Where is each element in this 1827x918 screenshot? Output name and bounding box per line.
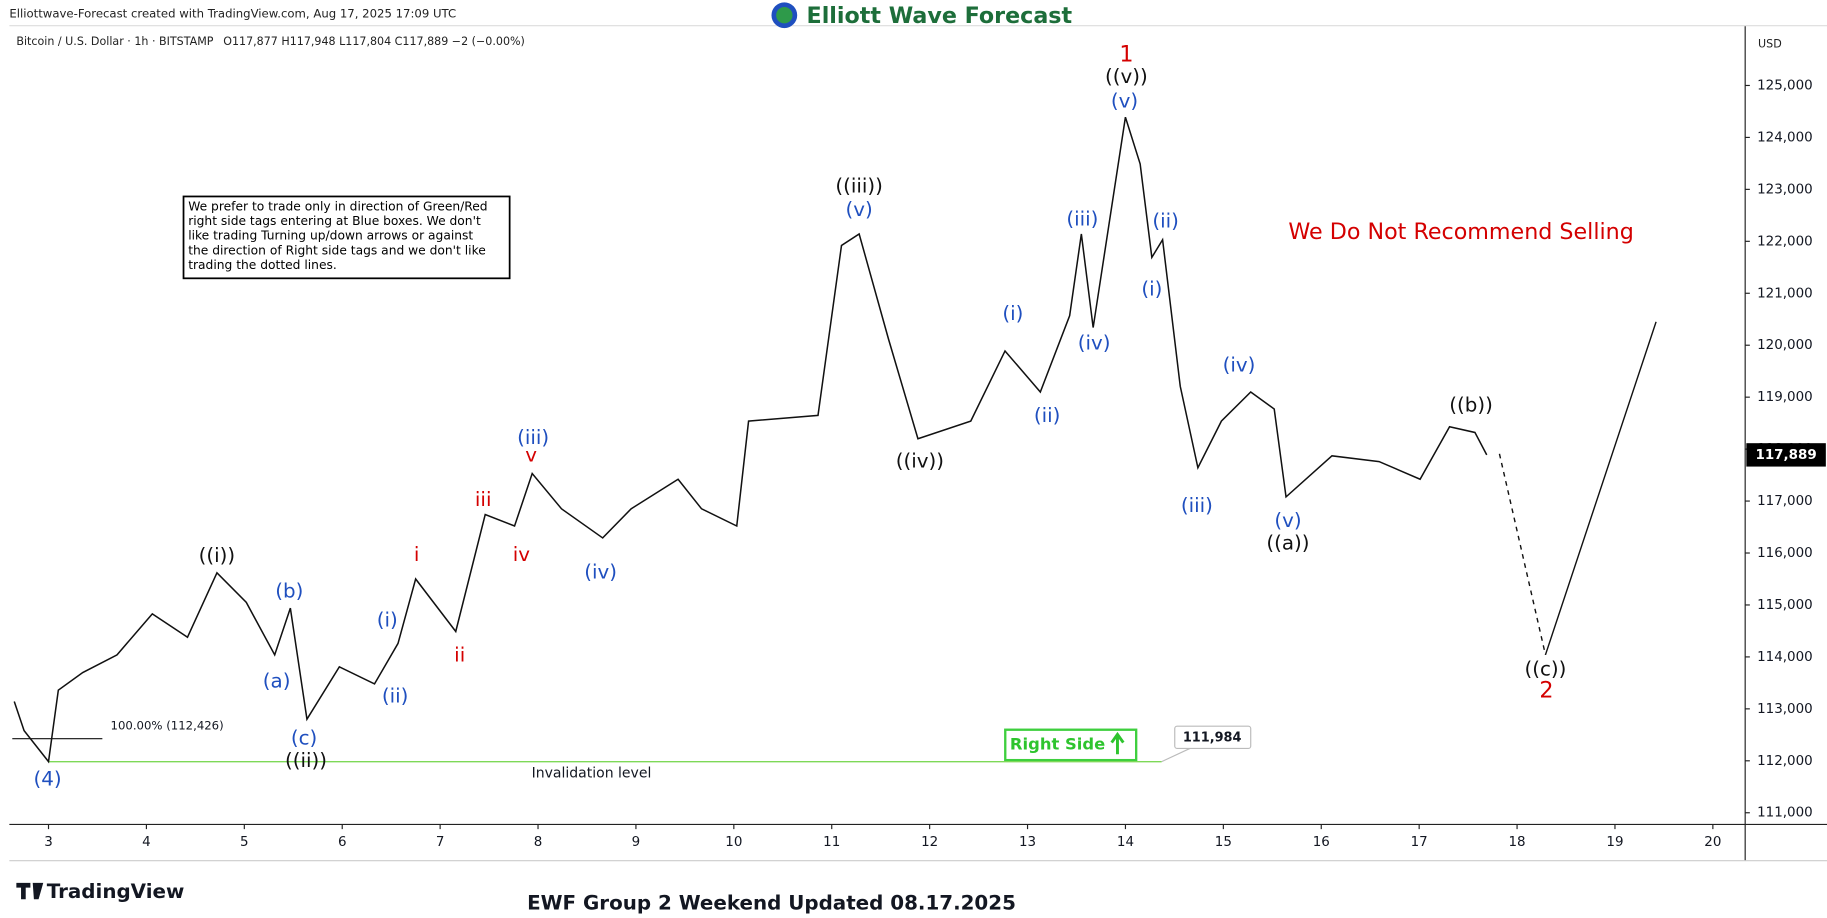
last-price-box [1746,443,1826,467]
note-line: like trading Turning up/down arrows or a… [188,229,473,243]
wave-label: (v) [846,198,873,221]
fib-label: 100.00% (112,426) [111,718,224,732]
wave-label: (b) [275,579,303,602]
wave-label: ((i)) [199,544,236,567]
y-tick-label: 115,000 [1757,598,1813,613]
y-tick-label: 123,000 [1757,182,1813,197]
wave-label: (i) [377,608,398,631]
y-tick-label: 124,000 [1757,130,1813,145]
tag-pointer [1161,747,1191,763]
x-tick-label: 6 [338,835,347,850]
x-tick-label: 11 [823,835,840,850]
price-tag-box [1174,725,1252,750]
tradingview-logo: TradingView [47,880,185,903]
y-tick-label: 120,000 [1757,338,1813,353]
x-tick-label: 10 [725,835,742,850]
note-line: trading the dotted lines. [188,258,337,272]
x-tick-label: 12 [921,835,938,850]
projection-line [1544,321,1657,656]
wave-label: (a) [263,669,291,692]
wave-label: i [414,543,420,566]
wave-label: (iv) [1078,331,1111,354]
x-tick-label: 9 [632,835,641,850]
y-tick-label: 113,000 [1757,702,1813,717]
x-tick-label: 4 [142,835,151,850]
wave-label: ((a)) [1266,531,1309,554]
credit: Elliottwave-Forecast created with Tradin… [9,7,456,21]
x-tick-label: 17 [1411,835,1428,850]
price-line [13,116,1488,764]
wave-label: (ii) [382,684,409,707]
y-tick-label: 122,000 [1757,234,1813,249]
wave-label: (v) [1111,89,1138,112]
wave-label: ((v)) [1105,65,1148,88]
wave-label: ((iv)) [896,449,944,472]
wave-label: (i) [1141,278,1162,301]
wave-label: v [525,444,537,467]
note-box [182,195,511,280]
wave-label: ((c)) [1524,658,1566,681]
right-side-label: Right Side [1010,734,1105,753]
logo-icon [776,7,793,24]
brand: Elliott Wave Forecast [807,3,1073,29]
x-tick-label: 18 [1509,835,1526,850]
wave-label: 2 [1539,678,1553,704]
x-tick-label: 5 [240,835,249,850]
symbol: Bitcoin / U.S. Dollar · 1h · BITSTAMP [16,35,213,48]
note-line: the direction of Right side tags and we … [188,243,486,257]
projection-dashed [1498,453,1547,655]
wave-label: (ii) [1152,210,1179,233]
y-tick-label: 112,000 [1757,754,1813,769]
x-tick-label: 16 [1313,835,1330,850]
wave-label: iii [475,488,492,511]
note-line: We prefer to trade only in direction of … [188,199,487,213]
y-tick-label: 121,000 [1757,286,1813,301]
wave-label: ((ii)) [285,749,327,772]
wave-label: iv [513,543,531,566]
x-tick-label: 3 [44,835,53,850]
wave-label: (4) [33,767,61,790]
note-line: right side tags entering at Blue boxes. … [188,214,481,228]
wave-label: (iv) [1223,354,1256,377]
wave-label: (iii) [517,426,549,449]
invalidation-text: Invalidation level [532,765,652,781]
y-tick-label: 125,000 [1757,78,1813,93]
wave-label: (iii) [1181,494,1213,517]
x-tick-label: 7 [436,835,445,850]
x-tick-label: 14 [1117,835,1134,850]
wave-label: (iii) [1066,207,1098,230]
wave-label: (i) [1002,302,1023,325]
y-tick-label: 114,000 [1757,650,1813,665]
wave-label: ii [454,644,465,667]
x-tick-label: 20 [1704,835,1721,850]
y-tick-label: 119,000 [1757,390,1813,405]
wave-label: (iv) [584,561,617,584]
wave-label: (c) [291,727,317,750]
ohlc: O117,877 H117,948 L117,804 C117,889 −2 (… [223,35,525,48]
wave-label: ((b)) [1449,393,1493,416]
last-price: 117,889 [1755,448,1816,463]
wave-label: 1 [1119,42,1133,68]
y-tick-label: 117,000 [1757,494,1813,509]
warning: We Do Not Recommend Selling [1288,219,1633,245]
right-side-box [1004,728,1138,762]
currency: USD [1758,37,1782,50]
wave-label: ((iii)) [835,175,883,198]
caption: EWF Group 2 Weekend Updated 08.17.2025 [527,891,1016,914]
arrow-icon [1110,731,1125,755]
x-tick-label: 19 [1606,835,1623,850]
price-tag: 111,984 [1183,730,1242,745]
y-tick-label: 111,000 [1757,806,1813,821]
x-tick-label: 15 [1215,835,1232,850]
tradingview-icon [16,882,44,900]
x-tick-label: 13 [1019,835,1036,850]
wave-label: (v) [1274,509,1301,532]
note: We prefer to trade only in direction of … [188,199,487,271]
y-tick-label: 116,000 [1757,546,1813,561]
x-tick-label: 8 [534,835,543,850]
wave-label: (ii) [1034,404,1061,427]
